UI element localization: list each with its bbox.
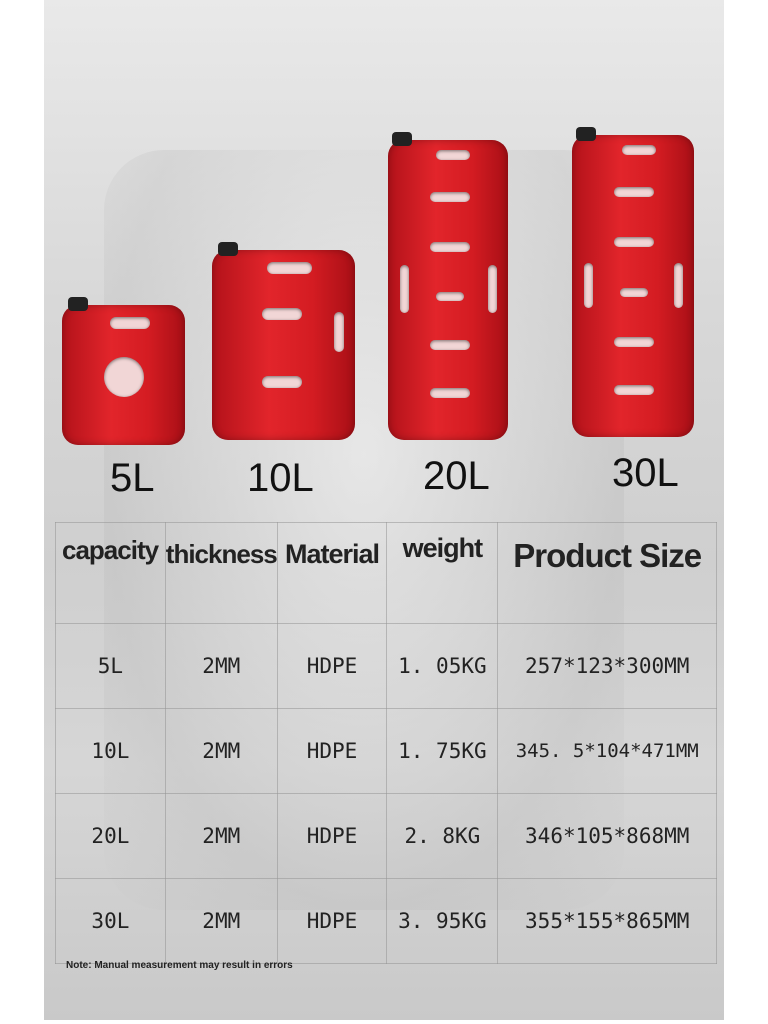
center-hole — [104, 357, 144, 397]
cap — [218, 242, 238, 256]
cap — [392, 132, 412, 146]
jerry-can-10l — [212, 242, 355, 440]
handle-slot — [614, 187, 654, 197]
handle-slot — [584, 263, 593, 308]
header-material: Material — [276, 522, 388, 624]
table-row: 30L 2MM HDPE 3. 95KG 355*155*865MM — [55, 878, 717, 964]
handle-slot — [267, 262, 312, 274]
header-weight: weight — [386, 522, 499, 624]
cell-size: 346*105*868MM — [497, 793, 717, 879]
handle-slot — [622, 145, 656, 155]
cap — [576, 127, 596, 141]
spec-table: capacity thickness Material weight Produ… — [55, 522, 717, 964]
cell-thickness: 2MM — [164, 793, 278, 879]
cell-material: HDPE — [276, 793, 388, 879]
cell-size: 355*155*865MM — [497, 878, 717, 964]
header-product-size: Product Size — [497, 522, 717, 624]
handle-slot — [400, 265, 409, 313]
cell-material: HDPE — [276, 708, 388, 794]
cell-weight: 1. 05KG — [386, 623, 499, 709]
handle-slot — [620, 288, 648, 297]
cell-thickness: 2MM — [164, 708, 278, 794]
capacity-label: 10L — [247, 456, 314, 500]
cap — [68, 297, 88, 311]
cell-material: HDPE — [276, 623, 388, 709]
jerry-can-5l — [62, 297, 185, 445]
capacity-label: 5L — [110, 456, 155, 500]
capacity-label: 30L — [612, 451, 679, 495]
table-row: 10L 2MM HDPE 1. 75KG 345. 5*104*471MM — [55, 708, 717, 794]
cell-thickness: 2MM — [164, 623, 278, 709]
header-thickness: thickness — [164, 522, 278, 624]
handle-slot — [614, 385, 654, 395]
cell-weight: 1. 75KG — [386, 708, 499, 794]
table-row: 20L 2MM HDPE 2. 8KG 346*105*868MM — [55, 793, 717, 879]
handle-slot — [430, 388, 470, 398]
jerry-can-20l — [388, 132, 508, 440]
cell-capacity: 10L — [55, 708, 166, 794]
handle-slot — [614, 337, 654, 347]
handle-slot — [334, 312, 344, 352]
cell-capacity: 5L — [55, 623, 166, 709]
table-row: 5L 2MM HDPE 1. 05KG 257*123*300MM — [55, 623, 717, 709]
cell-weight: 3. 95KG — [386, 878, 499, 964]
header-capacity: capacity — [55, 522, 166, 624]
cell-weight: 2. 8KG — [386, 793, 499, 879]
cell-capacity: 30L — [55, 878, 166, 964]
handle-slot — [436, 150, 470, 160]
handle-slot — [430, 192, 470, 202]
handle-slot — [430, 242, 470, 252]
measurement-note: Note: Manual measurement may result in e… — [66, 960, 293, 971]
handle-slot — [436, 292, 464, 301]
handle-slot — [488, 265, 497, 313]
handle-slot — [110, 317, 150, 329]
table-header-row: capacity thickness Material weight Produ… — [55, 522, 717, 624]
capacity-label: 20L — [423, 454, 490, 498]
handle-slot — [674, 263, 683, 308]
cell-capacity: 20L — [55, 793, 166, 879]
cell-thickness: 2MM — [164, 878, 278, 964]
handle-slot — [262, 376, 302, 388]
handle-slot — [430, 340, 470, 350]
cell-size: 345. 5*104*471MM — [497, 708, 717, 794]
cell-size: 257*123*300MM — [497, 623, 717, 709]
jerry-can-30l — [572, 127, 694, 437]
cell-material: HDPE — [276, 878, 388, 964]
handle-slot — [262, 308, 302, 320]
handle-slot — [614, 237, 654, 247]
